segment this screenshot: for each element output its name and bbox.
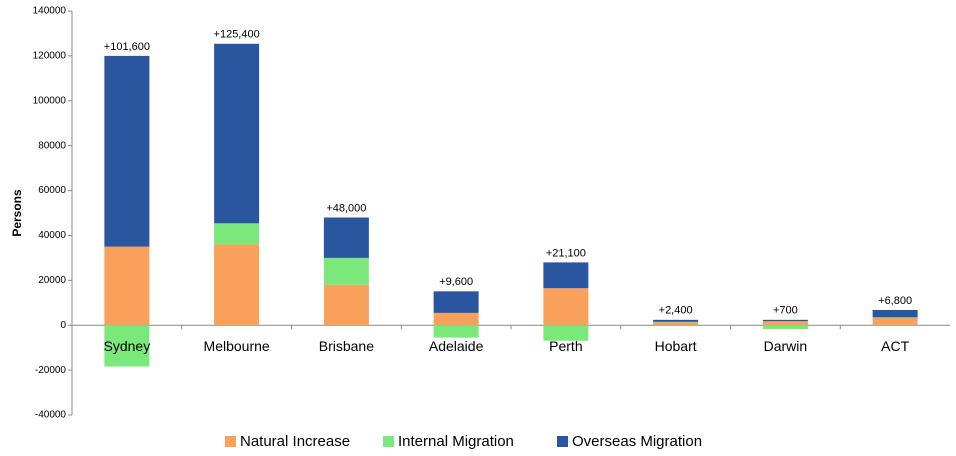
net-change-label: +2,400 <box>659 305 693 317</box>
net-change-label: +125,400 <box>214 29 260 41</box>
y-tick-label: 40000 <box>38 230 66 241</box>
bar-segment <box>323 257 369 285</box>
bar-segment <box>543 288 589 326</box>
x-tick-label: Perth <box>549 338 582 354</box>
bar-segment <box>104 325 150 367</box>
bar-segment <box>653 322 699 326</box>
x-tick-label: Brisbane <box>319 338 374 354</box>
y-tick-label: -20000 <box>35 365 67 376</box>
bar-segment <box>214 43 260 224</box>
net-change-label: +700 <box>773 305 798 317</box>
bar-segment <box>214 244 260 326</box>
x-tick-label: Adelaide <box>429 338 484 354</box>
net-change-label: +9,600 <box>439 276 473 288</box>
y-tick-label: 60000 <box>38 185 66 196</box>
y-tick-label: 80000 <box>38 140 66 151</box>
net-change-label: +21,100 <box>546 247 586 259</box>
legend-swatch <box>383 436 394 447</box>
bar-segment <box>104 246 150 326</box>
legend-swatch <box>557 436 568 447</box>
x-tick-label: ACT <box>881 338 909 354</box>
legend-label: Overseas Migration <box>572 433 702 450</box>
bar-segment <box>433 291 479 313</box>
bar-segment <box>872 317 918 326</box>
y-tick-label: 0 <box>60 320 66 331</box>
x-tick-label: Sydney <box>104 338 151 354</box>
y-tick-label: 20000 <box>38 275 66 286</box>
bar-segment <box>323 217 369 258</box>
x-tick-label: Melbourne <box>204 338 270 354</box>
net-change-label: +48,000 <box>326 202 366 214</box>
bar-segment <box>433 312 479 326</box>
bar-segment <box>762 319 808 322</box>
bar-segment <box>433 325 479 338</box>
x-tick-label: Hobart <box>655 338 697 354</box>
y-axis-label: Persons <box>10 189 24 237</box>
net-change-label: +6,800 <box>878 295 912 307</box>
bar-segment <box>323 284 369 326</box>
y-tick-label: -40000 <box>35 410 67 421</box>
bar-segment <box>762 325 808 330</box>
bar-segment <box>214 223 260 245</box>
bar-segment <box>104 55 150 247</box>
bar-segment <box>543 325 589 341</box>
legend-label: Natural Increase <box>240 433 350 450</box>
y-tick-label: 120000 <box>33 51 67 62</box>
y-tick-label: 140000 <box>33 6 67 17</box>
y-tick-label: 100000 <box>33 95 67 106</box>
bar-segment <box>872 309 918 318</box>
bar-segment <box>543 262 589 289</box>
bar-segment <box>653 319 699 322</box>
legend-swatch <box>225 436 236 447</box>
legend-label: Internal Migration <box>398 433 514 450</box>
bar-segment <box>762 321 808 326</box>
net-change-label: +101,600 <box>104 41 150 53</box>
bar-segment <box>653 321 699 323</box>
x-tick-label: Darwin <box>764 338 808 354</box>
